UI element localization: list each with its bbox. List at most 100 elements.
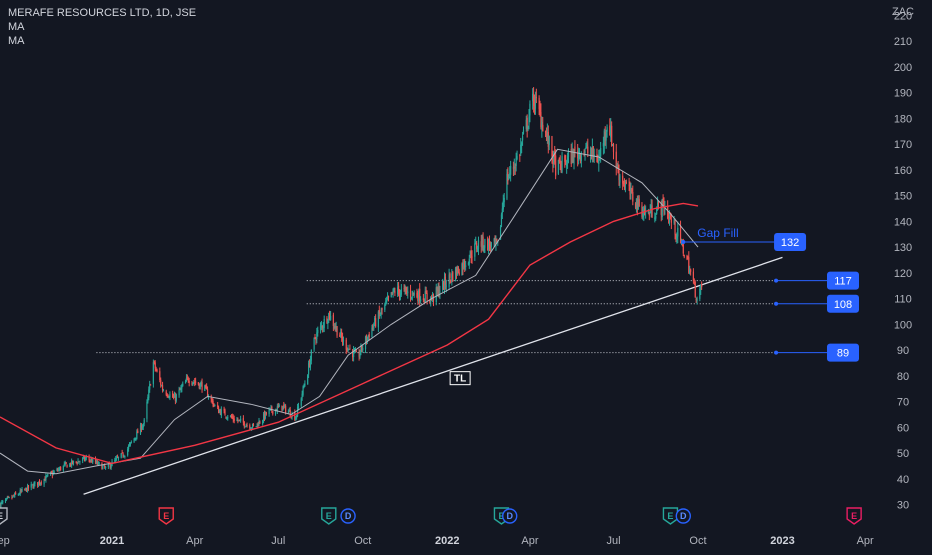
- candle-body: [319, 325, 322, 330]
- candle-body: [21, 488, 23, 492]
- candle-body: [668, 216, 671, 219]
- x-tick-label[interactable]: Oct: [354, 535, 371, 547]
- candle-body: [227, 417, 229, 419]
- event-earnings-icon[interactable]: [662, 507, 679, 525]
- candle-body: [476, 247, 479, 251]
- candle-body: [322, 326, 324, 329]
- y-tick-label[interactable]: 40: [897, 474, 909, 486]
- symbol-title[interactable]: MERAFE RESOURCES LTD, 1D, JSE: [8, 7, 197, 19]
- y-tick-label[interactable]: 180: [894, 113, 912, 125]
- event-earnings-icon[interactable]: [321, 507, 337, 525]
- candle-body: [680, 239, 683, 241]
- candle-body: [127, 448, 129, 456]
- y-tick-label[interactable]: 80: [897, 371, 909, 383]
- candle-body: [24, 489, 26, 491]
- candle-body: [213, 404, 215, 406]
- x-tick-label[interactable]: Jul: [606, 535, 620, 547]
- candle-body: [386, 297, 389, 300]
- candle-body: [529, 103, 531, 116]
- y-tick-label[interactable]: 50: [897, 448, 909, 460]
- level-label[interactable]: 117: [834, 276, 852, 288]
- y-tick-label[interactable]: 160: [894, 165, 912, 177]
- y-tick-label[interactable]: 200: [894, 62, 912, 74]
- candle-body: [206, 386, 208, 390]
- x-tick-label[interactable]: Apr: [521, 535, 538, 547]
- event-earnings-icon[interactable]: [0, 507, 8, 525]
- candle-body: [184, 381, 187, 384]
- event-dividend-icon[interactable]: [340, 508, 356, 524]
- candle-body: [148, 389, 150, 398]
- y-tick-label[interactable]: 110: [894, 294, 912, 306]
- candle-body: [512, 167, 514, 169]
- candle-body: [567, 151, 570, 157]
- y-tick-label[interactable]: 140: [894, 216, 912, 228]
- x-tick-label[interactable]: Sep: [0, 535, 10, 547]
- candle-body: [390, 292, 392, 297]
- candle-body: [442, 281, 445, 290]
- y-tick-label[interactable]: 30: [897, 500, 909, 512]
- candle-body: [392, 289, 394, 295]
- y-tick-label[interactable]: 100: [894, 319, 912, 331]
- candle-body: [211, 398, 213, 401]
- x-tick-label[interactable]: 2022: [435, 535, 459, 547]
- candle-body: [425, 290, 427, 294]
- x-tick-label[interactable]: 2023: [770, 535, 794, 547]
- candle-body: [423, 299, 425, 303]
- y-tick-label[interactable]: 190: [894, 88, 912, 100]
- candle-body: [123, 456, 125, 458]
- candle-body: [494, 237, 496, 244]
- candle-body: [341, 332, 343, 338]
- x-tick-label[interactable]: Oct: [689, 535, 706, 547]
- event-marker-letter: D: [506, 511, 513, 521]
- candle-body: [136, 431, 138, 439]
- candle-body: [381, 307, 383, 311]
- event-marker-letter: E: [851, 511, 857, 521]
- candle-body: [135, 437, 137, 439]
- event-dividend-icon[interactable]: [502, 508, 518, 524]
- candle-body: [91, 459, 93, 463]
- candle-body: [179, 388, 181, 391]
- candle-body: [277, 405, 279, 407]
- y-tick-label[interactable]: 150: [894, 191, 912, 203]
- candle-body: [476, 243, 478, 249]
- candle-body: [579, 154, 582, 161]
- gap-fill-label[interactable]: 132: [781, 237, 799, 249]
- y-tick-label[interactable]: 120: [894, 268, 912, 280]
- event-earnings-icon[interactable]: [158, 507, 174, 525]
- y-axis-unit[interactable]: ZAC: [892, 6, 914, 18]
- candle-body: [128, 444, 131, 446]
- candle-body: [166, 394, 168, 397]
- candle-body: [699, 288, 701, 299]
- candle-body: [336, 326, 338, 336]
- candle-body: [178, 389, 180, 396]
- candle-body: [542, 124, 544, 132]
- y-tick-label[interactable]: 220: [894, 10, 912, 22]
- ma-indicator-1[interactable]: MA: [8, 21, 25, 33]
- level-label[interactable]: 89: [837, 348, 849, 360]
- level-dot: [774, 350, 779, 355]
- candle-body: [443, 277, 446, 289]
- event-dividend-icon[interactable]: [675, 508, 691, 524]
- y-tick-label[interactable]: 130: [894, 242, 912, 254]
- y-tick-label[interactable]: 170: [894, 139, 912, 151]
- y-tick-label[interactable]: 90: [897, 345, 909, 357]
- x-tick-label[interactable]: Apr: [186, 535, 203, 547]
- x-tick-label[interactable]: 2021: [100, 535, 124, 547]
- candle-body: [335, 326, 337, 329]
- y-tick-label[interactable]: 70: [897, 397, 909, 409]
- ma-indicator-2[interactable]: MA: [8, 35, 25, 47]
- candle-body: [186, 376, 188, 378]
- x-tick-label[interactable]: Jul: [271, 535, 285, 547]
- y-tick-label[interactable]: 60: [897, 422, 909, 434]
- y-tick-label[interactable]: 210: [894, 36, 912, 48]
- event-earnings-icon[interactable]: [846, 507, 862, 525]
- candle-body: [407, 291, 409, 294]
- candle-body: [393, 290, 395, 292]
- candle-body: [489, 244, 492, 249]
- candle-body: [555, 155, 557, 176]
- candle-body: [593, 154, 595, 157]
- x-tick-label[interactable]: Apr: [857, 535, 874, 547]
- level-label[interactable]: 108: [834, 299, 852, 311]
